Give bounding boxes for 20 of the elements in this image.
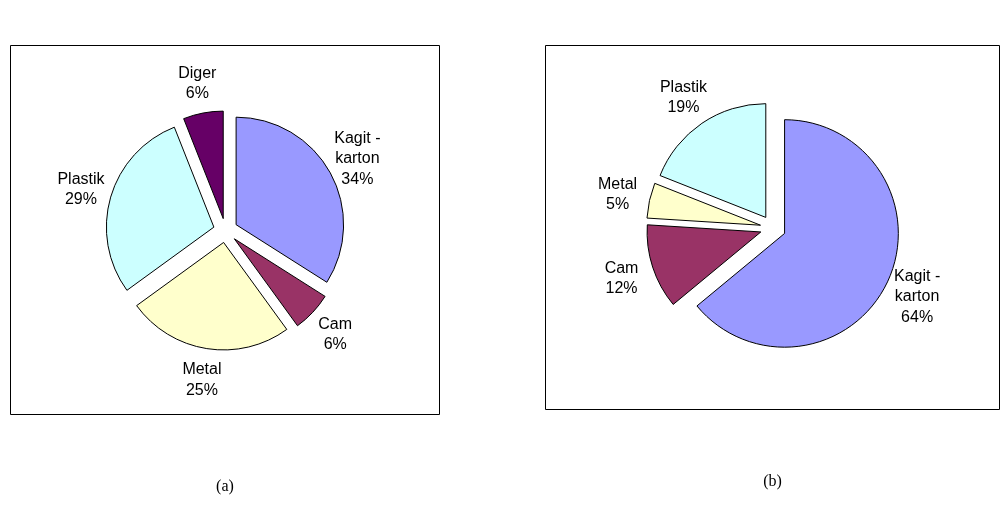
data-label: 25% xyxy=(185,380,218,398)
data-label: 29% xyxy=(64,190,97,208)
slice-label: Plastik xyxy=(57,169,106,187)
data-label: 19% xyxy=(667,97,700,115)
data-label: 12% xyxy=(605,278,638,296)
slice-label: Diger xyxy=(178,63,218,81)
slice-label: Metal xyxy=(598,174,638,192)
slice-label: Plastik xyxy=(659,77,709,95)
slice-label: Metal xyxy=(182,360,222,378)
slice-label: Cam xyxy=(604,258,639,276)
data-label: 34% xyxy=(341,169,374,187)
data-label: 64% xyxy=(901,307,934,325)
data-label: 6% xyxy=(185,84,209,102)
slice-label: Kagit - karton xyxy=(334,129,381,167)
slice-label: Cam xyxy=(318,314,353,332)
data-label: 5% xyxy=(606,194,630,212)
text: (b) xyxy=(763,471,782,492)
slice-label: Kagit - karton xyxy=(893,266,941,305)
data-label: 6% xyxy=(323,335,347,353)
text: (a) xyxy=(216,476,234,497)
